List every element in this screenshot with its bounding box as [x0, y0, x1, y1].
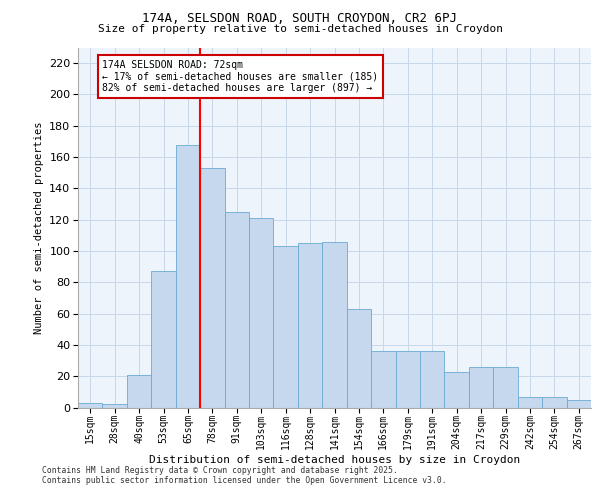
Bar	[518, 396, 542, 407]
Bar	[298, 243, 322, 408]
Bar	[127, 374, 151, 408]
Text: Contains public sector information licensed under the Open Government Licence v3: Contains public sector information licen…	[42, 476, 446, 485]
Bar	[347, 309, 371, 408]
Bar	[566, 400, 591, 407]
Bar	[395, 351, 420, 408]
Bar	[78, 403, 103, 407]
Bar	[274, 246, 298, 408]
Bar	[445, 372, 469, 408]
Text: Size of property relative to semi-detached houses in Croydon: Size of property relative to semi-detach…	[97, 24, 503, 34]
Text: 174A SELSDON ROAD: 72sqm
← 17% of semi-detached houses are smaller (185)
82% of : 174A SELSDON ROAD: 72sqm ← 17% of semi-d…	[103, 60, 379, 93]
Bar	[469, 367, 493, 408]
Bar	[249, 218, 274, 408]
Y-axis label: Number of semi-detached properties: Number of semi-detached properties	[34, 121, 44, 334]
Bar	[322, 242, 347, 408]
Bar	[103, 404, 127, 407]
Bar	[200, 168, 224, 408]
Text: 174A, SELSDON ROAD, SOUTH CROYDON, CR2 6PJ: 174A, SELSDON ROAD, SOUTH CROYDON, CR2 6…	[143, 12, 458, 26]
Bar	[176, 144, 200, 408]
Bar	[371, 351, 395, 408]
Bar	[151, 272, 176, 407]
X-axis label: Distribution of semi-detached houses by size in Croydon: Distribution of semi-detached houses by …	[149, 454, 520, 464]
Bar	[493, 367, 518, 408]
Bar	[420, 351, 445, 408]
Text: Contains HM Land Registry data © Crown copyright and database right 2025.: Contains HM Land Registry data © Crown c…	[42, 466, 398, 475]
Bar	[542, 396, 566, 407]
Bar	[224, 212, 249, 408]
